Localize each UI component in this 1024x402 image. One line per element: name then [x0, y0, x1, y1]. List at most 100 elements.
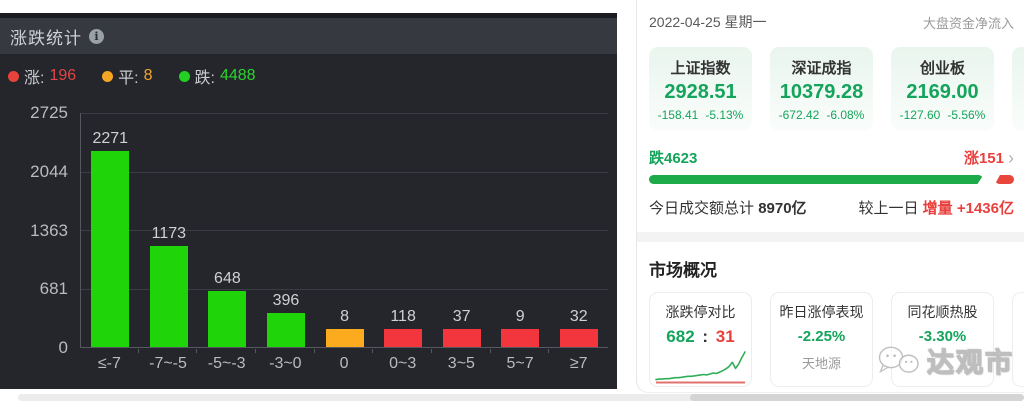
updown-ratio-row[interactable]: 跌4623 涨151 ›	[649, 147, 1014, 168]
x-tick: 3~5	[432, 349, 491, 373]
legend-label: 跌:	[194, 70, 215, 87]
y-tick: 0	[58, 338, 68, 357]
turnover-delta-value: +1436亿	[956, 200, 1014, 217]
index-value: 2928.51	[664, 81, 737, 103]
y-tick: 1363	[30, 220, 68, 240]
bar[interactable]	[501, 329, 540, 347]
index-card-shenzhen[interactable]: 深证成指 10379.28 -672.42 -6.08%	[770, 47, 873, 131]
bar-value: 9	[515, 308, 525, 325]
index-change: -672.42 -6.08%	[770, 108, 873, 122]
bar-value: 8	[340, 308, 349, 325]
index-change-pct: -5.56%	[947, 108, 986, 122]
x-tick: 0~3	[373, 349, 432, 373]
limit-up-count: 682	[666, 327, 695, 346]
limit-ratio: 682 : 31	[650, 327, 751, 347]
turnover-total: 今日成交额总计 8970亿	[649, 197, 807, 218]
turnover-value: 8970亿	[758, 200, 807, 217]
bar[interactable]	[325, 329, 364, 347]
bar[interactable]	[559, 329, 598, 347]
gridline	[81, 288, 608, 290]
bar[interactable]	[91, 151, 130, 347]
x-tick: -3~0	[256, 349, 315, 373]
turnover-row: 今日成交额总计 8970亿 较上一日 增量 +1436亿	[649, 197, 1014, 218]
updown-progress-bar	[649, 175, 1014, 184]
bar-value: 1173	[151, 224, 187, 242]
card-value: -2.25%	[797, 328, 846, 345]
turnover-compare-label: 较上一日	[858, 200, 919, 217]
bar[interactable]	[442, 329, 481, 347]
yesterday-limit-card[interactable]: 昨日涨停表现 -2.25% 天地源	[770, 292, 873, 387]
index-name: 上证指数	[670, 60, 731, 77]
x-axis-labels: ≤-7 -7~-5 -5~-3 -3~0 0 0~3 3~5 5~7 ≥7	[80, 349, 608, 373]
legend-item-down: 跌: 4488	[178, 64, 256, 88]
info-icon[interactable]: i	[89, 28, 104, 44]
up-dot-icon	[8, 70, 19, 82]
ratio-separator: :	[702, 327, 709, 346]
sparkline-chart	[654, 351, 746, 384]
index-value: 2169.00	[906, 81, 979, 103]
bar-slot: 118	[374, 113, 433, 347]
bars: 2271 1173 648 396 8 118 37 9 32	[81, 113, 608, 347]
x-tick: -5~-3	[197, 349, 256, 373]
bar-slot: 8	[315, 113, 374, 347]
bar[interactable]	[149, 245, 188, 347]
limit-down-count: 31	[715, 327, 735, 346]
bar-value: 32	[569, 308, 588, 325]
index-card-chinext[interactable]: 创业板 2169.00 -127.60 -5.56%	[891, 47, 994, 131]
section-divider	[637, 232, 1024, 242]
gridline	[81, 113, 608, 114]
net-inflow-link[interactable]: 大盘资金净流入	[922, 15, 1014, 31]
overview-cards-row: 涨跌停对比 682 : 31 昨日涨停表现 -2.25% 天地源 同花顺热股 -…	[649, 292, 1024, 387]
bar-slot: 1173	[140, 113, 199, 347]
legend-value: 4488	[219, 67, 256, 84]
horizontal-scrollbar-track[interactable]	[18, 394, 1024, 401]
bar-slot: 2271	[81, 113, 140, 347]
gridline	[81, 230, 608, 231]
legend-label: 涨:	[24, 70, 45, 87]
bar-slot: 37	[432, 113, 491, 347]
overview-card-partial[interactable]	[1012, 292, 1024, 387]
up-progress-segment	[995, 175, 1014, 184]
turnover-delta: 较上一日 增量 +1436亿	[858, 197, 1014, 218]
bar-value: 648	[214, 270, 241, 288]
index-name: 深证成指	[791, 60, 852, 77]
down-dot-icon	[178, 70, 190, 82]
flat-dot-icon	[102, 70, 114, 82]
down-progress-segment	[649, 175, 983, 184]
x-tick: 0	[315, 349, 374, 373]
horizontal-scrollbar-thumb[interactable]	[690, 394, 1024, 401]
index-cards-row: 上证指数 2928.51 -158.41 -5.13% 深证成指 10379.2…	[649, 47, 1024, 131]
y-tick: 2044	[30, 161, 68, 181]
index-card-shanghai[interactable]: 上证指数 2928.51 -158.41 -5.13%	[649, 47, 752, 131]
card-title: 同花顺热股	[907, 304, 978, 320]
card-value: -3.30%	[918, 328, 967, 345]
bar-slot: 32	[550, 113, 609, 347]
down-count-label: 跌4623	[649, 150, 698, 167]
bar[interactable]	[384, 329, 423, 347]
legend-item-flat: 平: 8	[102, 64, 153, 88]
legend-value: 196	[49, 67, 77, 84]
card-subtitle: 天地源	[801, 356, 841, 371]
index-name: 创业板	[919, 60, 965, 77]
index-change: -158.41 -5.13%	[649, 108, 752, 122]
bar[interactable]	[208, 291, 247, 347]
legend-label: 平:	[118, 70, 139, 87]
index-change: -127.60 -5.56%	[891, 108, 994, 122]
hot-stocks-card[interactable]: 同花顺热股 -3.30%	[891, 292, 994, 387]
y-axis-labels: 2725 2044 1363 681 0	[0, 103, 72, 357]
bar-slot: 9	[491, 113, 550, 347]
index-card-partial[interactable]	[1012, 47, 1024, 131]
bar-value: 396	[272, 291, 300, 309]
bar-value: 118	[390, 308, 416, 325]
date-label: 2022-04-25 星期一	[649, 14, 767, 30]
limit-updown-card[interactable]: 涨跌停对比 682 : 31	[649, 292, 752, 387]
bar[interactable]	[266, 312, 305, 347]
turnover-delta-label: 增量	[922, 200, 953, 217]
summary-header-row: 2022-04-25 星期一 大盘资金净流入	[649, 12, 1014, 32]
panel-header: 涨跌统计 i	[0, 18, 617, 54]
market-overview-title: 市场概况	[649, 261, 717, 280]
updown-statistics-panel: 涨跌统计 i 涨: 196 平: 8 跌: 4488 2725 2044	[0, 13, 617, 389]
index-change-pct: -5.13%	[705, 108, 744, 122]
index-change-abs: -672.42	[778, 108, 820, 122]
